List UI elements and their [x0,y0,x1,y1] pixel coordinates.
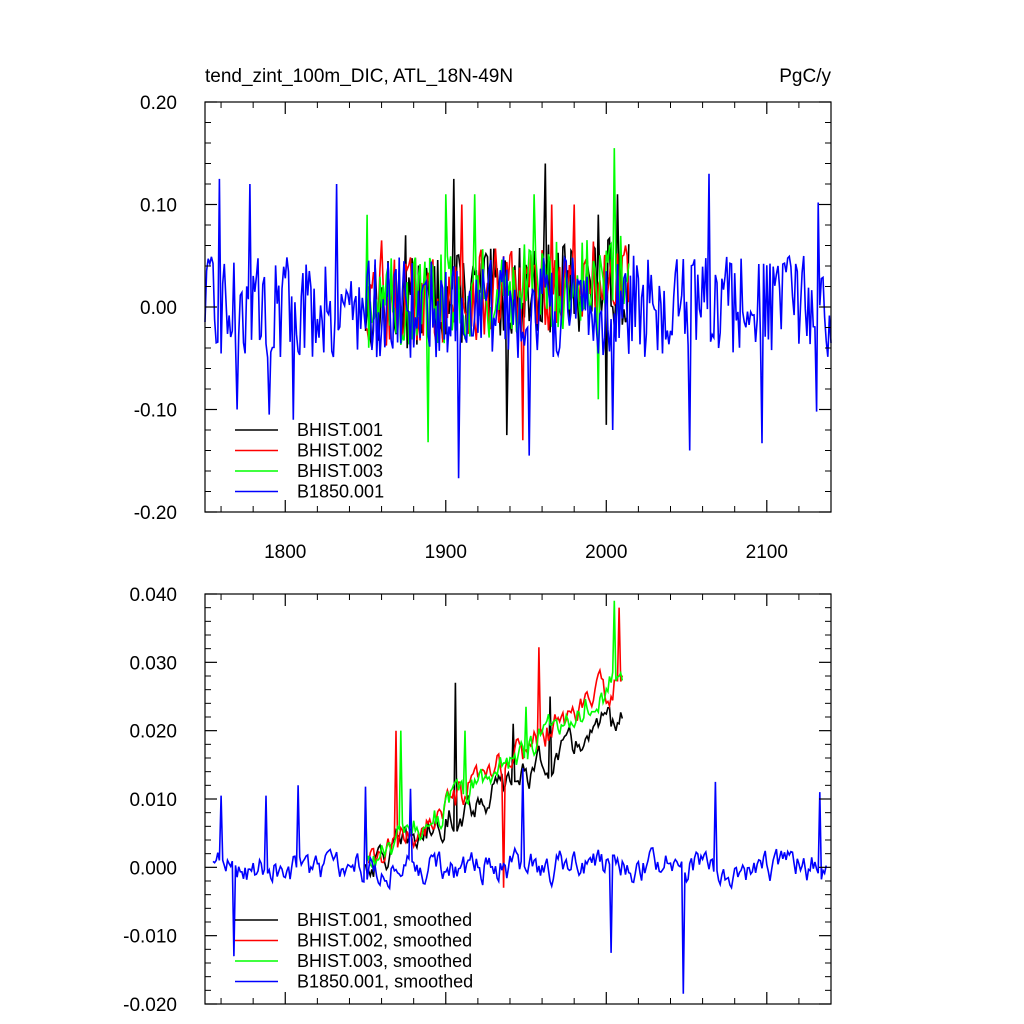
series-line-bhist-002 [364,204,630,441]
series-line-bhist-002-smoothed [367,607,624,888]
top-panel-title: tend_zint_100m_DIC, ATL_18N-49N [205,66,513,87]
x-tick-label: 2100 [746,542,788,563]
y-tick-label: 0.20 [140,93,177,114]
series-line-bhist-001-smoothed [364,682,624,879]
y-tick-label: 0.00 [140,298,177,319]
y-tick-label: -0.10 [134,401,177,422]
y-tick-label: -0.20 [134,503,177,524]
x-tick-label: 2000 [585,542,627,563]
y-tick-label: 0.040 [129,585,177,606]
legend-label: B1850.001, smoothed [297,972,473,992]
top-panel: tend_zint_100m_DIC, ATL_18N-49N PgC/y 0.… [134,66,832,563]
x-tick-label: 1900 [425,542,467,563]
top-panel-units: PgC/y [779,66,831,87]
x-tick-label: 1800 [264,542,306,563]
series-line-bhist-003-smoothed [364,600,624,869]
bottom-panel: 0.040 0.030 0.020 0.010 0.000 -0.010 -0.020 BHI… [123,585,832,1016]
legend-label: BHIST.001, smoothed [297,910,472,930]
bottom-plot-area: 0.040 0.030 0.020 0.010 0.000 -0.010 -0.020 BHI… [123,585,832,1016]
legend-label: BHIST.001 [297,420,383,440]
y-tick-label: -0.010 [123,927,177,948]
top-plot-area: 0.20 0.10 0.00 -0.10 -0.20 1800 1900 2000 2100 BH… [134,93,832,563]
y-tick-label: 0.020 [129,722,177,743]
legend-label: BHIST.003, smoothed [297,951,472,971]
y-tick-label: 0.10 [140,196,177,217]
y-tick-label: 0.010 [129,790,177,811]
y-tick-label: -0.020 [123,995,177,1016]
series-line-b1850-001 [204,173,832,479]
legend-label: B1850.001 [297,482,384,502]
legend-label: BHIST.002 [297,441,383,461]
legend-label: BHIST.002, smoothed [297,931,472,951]
y-tick-label: 0.000 [129,858,177,879]
legend-label: BHIST.003 [297,461,383,481]
y-tick-label: 0.030 [129,653,177,674]
series-line-b1850-001-smoothed [212,768,827,994]
